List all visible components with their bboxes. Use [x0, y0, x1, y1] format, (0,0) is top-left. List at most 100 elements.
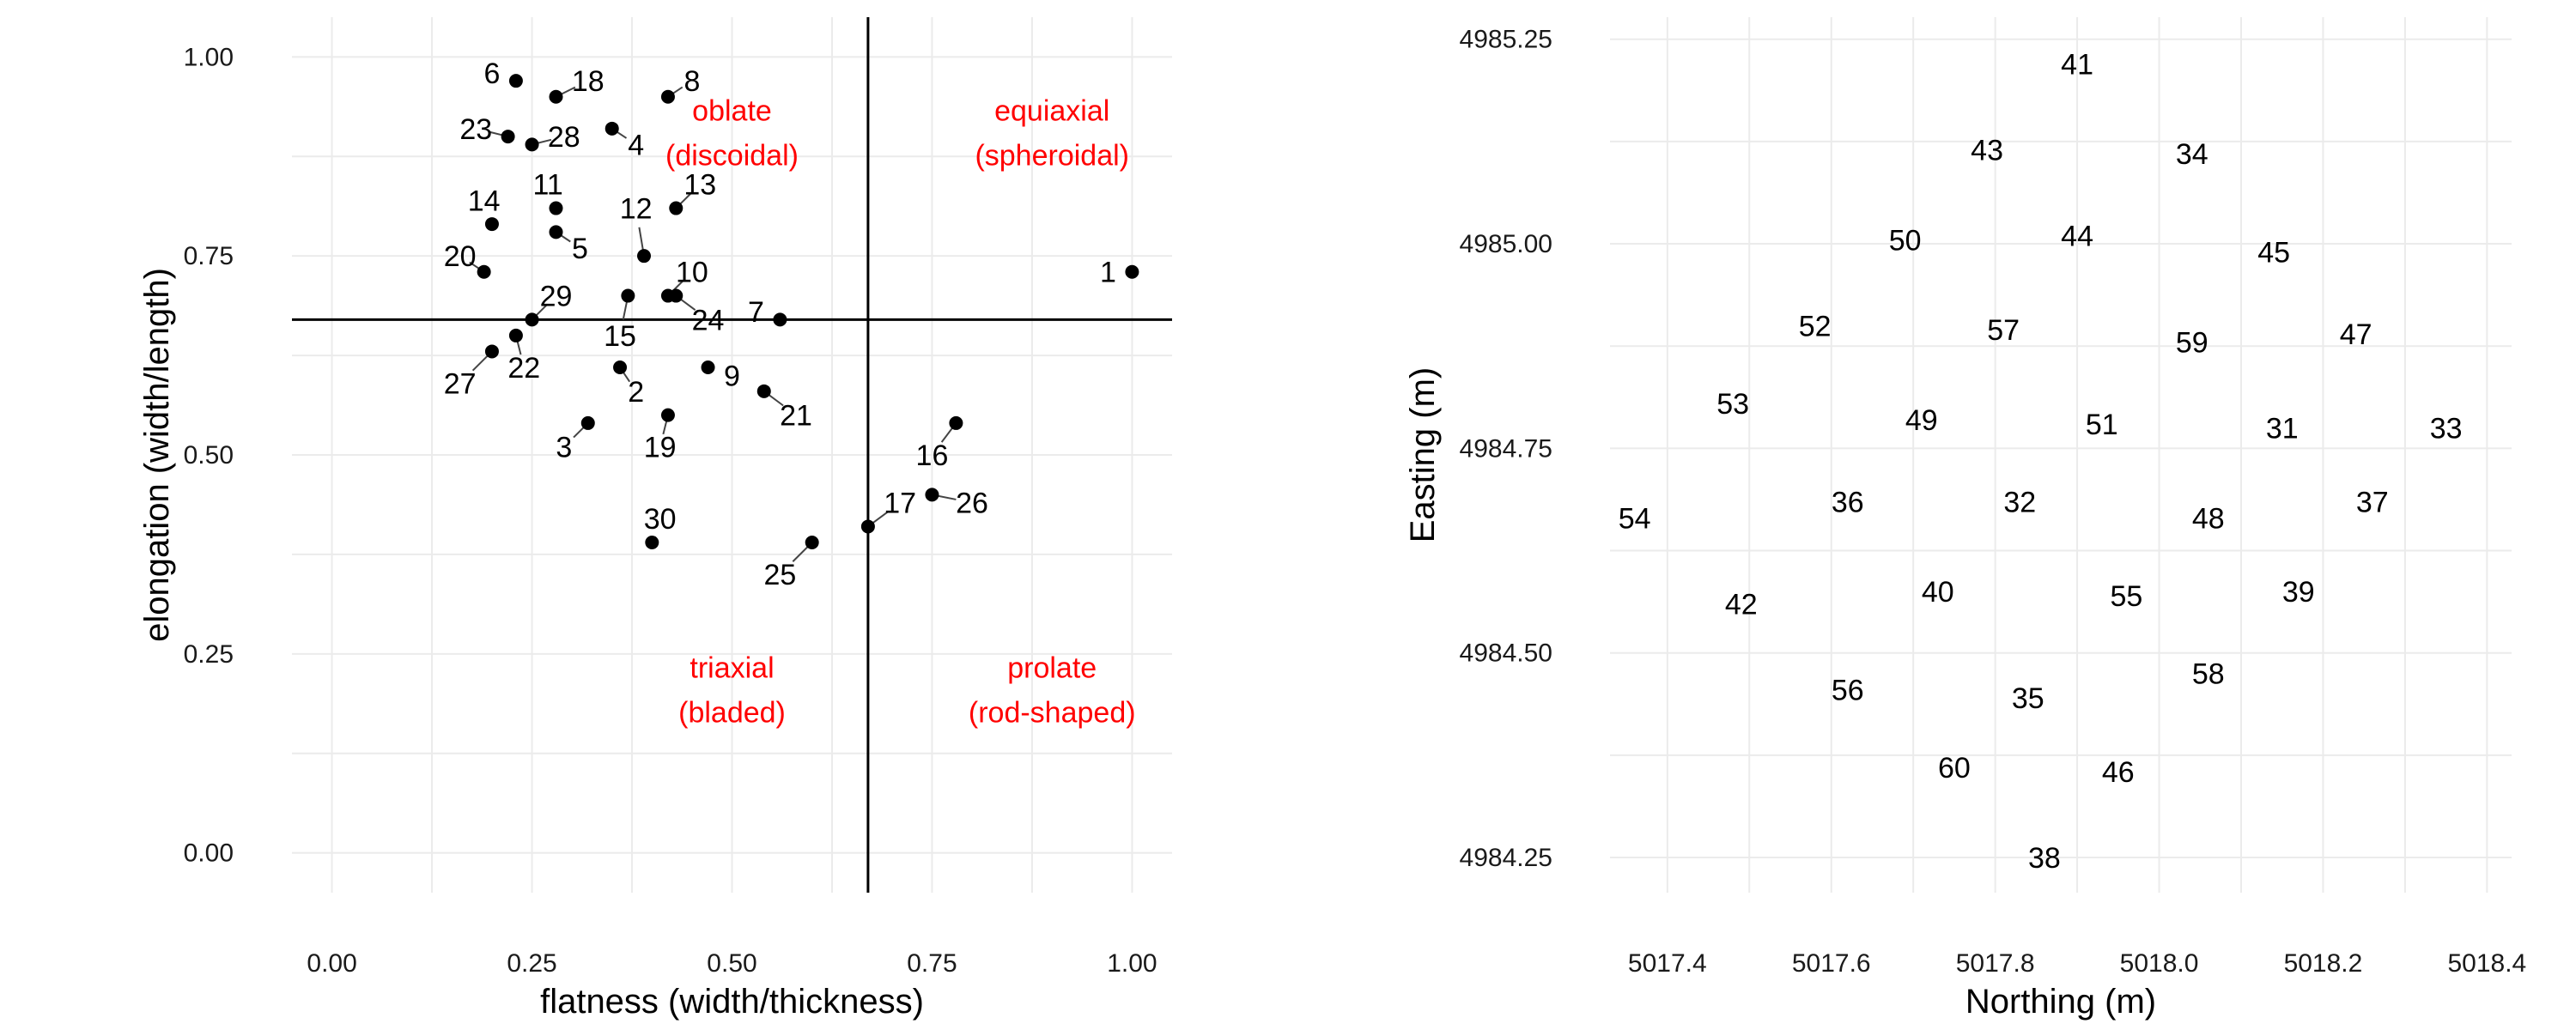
data-point — [580, 415, 595, 430]
point-label: 24 — [692, 304, 725, 336]
region-label: prolate — [1007, 652, 1097, 685]
x-tick-label: 5017.6 — [1792, 949, 1871, 978]
data-point — [669, 201, 683, 215]
sample-label: 47 — [2340, 318, 2372, 351]
data-point — [621, 288, 635, 303]
point-label: 5 — [572, 233, 588, 265]
y-axis-title: Easting (m) — [1404, 367, 1442, 543]
sample-label: 52 — [1799, 310, 1832, 342]
region-label: (bladed) — [678, 697, 786, 730]
data-point — [613, 360, 628, 374]
y-tick-label: 0.25 — [184, 640, 234, 669]
data-point — [669, 288, 683, 303]
point-label: 29 — [540, 281, 573, 313]
data-point — [549, 225, 563, 239]
sample-label: 34 — [2176, 138, 2208, 171]
data-point — [501, 130, 515, 144]
data-point — [860, 519, 875, 534]
point-label: 7 — [748, 296, 764, 329]
sample-label: 60 — [1938, 752, 1971, 785]
point-label: 16 — [916, 439, 949, 472]
point-label: 23 — [459, 113, 492, 146]
data-point — [660, 89, 675, 104]
x-tick-label: 1.00 — [1107, 949, 1157, 978]
x-tick-label: 5017.8 — [1956, 949, 2035, 978]
sample-label: 44 — [2061, 221, 2093, 253]
y-tick-label: 4984.50 — [1460, 639, 1552, 668]
data-point — [484, 217, 499, 232]
point-label: 1 — [1100, 257, 1116, 289]
sample-label: 40 — [1922, 576, 1954, 609]
data-point — [508, 328, 523, 342]
point-label: 28 — [548, 121, 580, 154]
sample-label: 58 — [2192, 658, 2225, 691]
sample-label: 45 — [2257, 237, 2290, 270]
data-point — [525, 137, 539, 152]
point-label: 18 — [572, 65, 605, 98]
sample-label: 49 — [1905, 404, 1938, 437]
region-label: (rod-shaped) — [969, 697, 1136, 730]
sample-label: 39 — [2282, 576, 2315, 609]
y-tick-label: 4984.75 — [1460, 434, 1552, 463]
region-label: (discoidal) — [665, 140, 799, 173]
y-tick-label: 4985.25 — [1460, 26, 1552, 54]
point-label: 22 — [507, 352, 540, 385]
data-point — [925, 488, 939, 502]
point-label: 25 — [763, 559, 796, 591]
point-label: 26 — [956, 488, 988, 520]
y-tick-label: 0.00 — [184, 839, 234, 868]
point-label: 4 — [628, 129, 644, 161]
sample-label: 56 — [1832, 675, 1864, 707]
sample-label: 37 — [2356, 486, 2389, 518]
sample-label: 43 — [1971, 134, 2003, 167]
sample-label: 53 — [1716, 388, 1749, 421]
region-label: triaxial — [690, 652, 774, 685]
point-label: 10 — [676, 257, 708, 289]
sample-label: 33 — [2430, 413, 2463, 445]
region-label: (spheroidal) — [975, 140, 1129, 173]
x-tick-label: 5018.4 — [2447, 949, 2526, 978]
data-point — [1125, 264, 1139, 279]
sample-label: 59 — [2176, 326, 2208, 359]
y-axis-title: elongation (width/length) — [138, 268, 176, 642]
point-label: 14 — [468, 185, 501, 217]
data-point — [805, 536, 819, 549]
x-tick-label: 5018.2 — [2284, 949, 2363, 978]
y-tick-label: 4984.25 — [1460, 844, 1552, 872]
point-label: 8 — [683, 65, 700, 98]
point-label: 15 — [604, 320, 636, 353]
data-point — [549, 89, 563, 104]
point-label: 20 — [444, 240, 477, 273]
point-label: 13 — [683, 169, 716, 202]
data-point — [773, 312, 787, 327]
data-point — [701, 360, 715, 374]
data-point — [508, 74, 523, 88]
data-point — [484, 344, 499, 359]
x-axis-title: Northing (m) — [1965, 983, 2156, 1021]
sample-label: 48 — [2192, 502, 2225, 535]
sample-label: 36 — [1832, 486, 1864, 518]
x-tick-label: 0.00 — [307, 949, 356, 978]
point-label: 2 — [628, 376, 644, 409]
data-point — [477, 264, 491, 279]
point-label: 30 — [644, 503, 677, 536]
point-label: 9 — [724, 360, 740, 392]
x-tick-label: 0.75 — [907, 949, 957, 978]
region-label: oblate — [692, 95, 772, 128]
sample-label: 41 — [2061, 48, 2093, 81]
sample-label: 51 — [2086, 409, 2118, 441]
data-point — [949, 415, 963, 430]
x-tick-label: 5018.0 — [2120, 949, 2199, 978]
data-point — [605, 121, 619, 136]
shape-classification-panel: 0.00 0.25 0.50 0.75 1.00 0.00 0.25 0.50 0.75 1.00… — [138, 17, 1172, 1021]
y-tick-label: 4985.00 — [1460, 230, 1552, 258]
point-label: 3 — [556, 432, 572, 464]
sample-label: 32 — [2003, 486, 2036, 518]
sample-label: 38 — [2028, 842, 2061, 875]
point-label: 27 — [444, 368, 477, 401]
point-label: 12 — [620, 193, 653, 226]
point-label: 21 — [780, 400, 812, 433]
sample-location-panel: 5017.4 5017.6 5017.8 5018.0 5018.2 5018.4 4984… — [1404, 17, 2526, 1021]
data-point — [756, 384, 771, 398]
